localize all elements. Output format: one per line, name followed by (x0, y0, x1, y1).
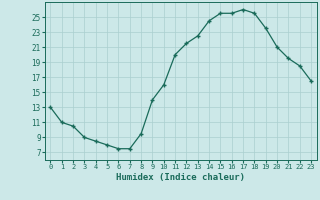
X-axis label: Humidex (Indice chaleur): Humidex (Indice chaleur) (116, 173, 245, 182)
